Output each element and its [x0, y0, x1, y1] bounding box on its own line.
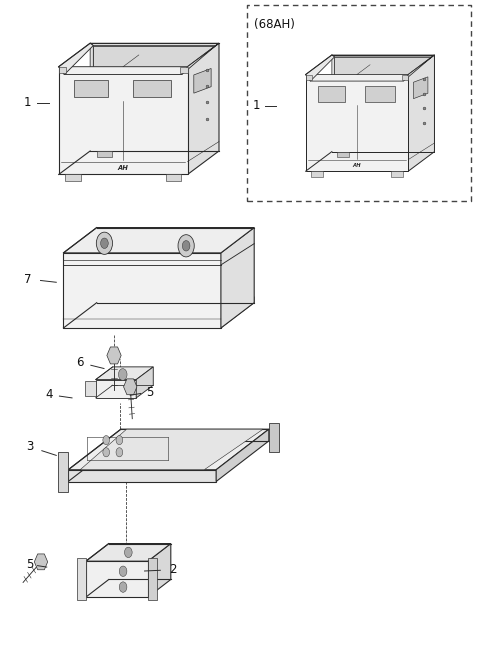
Polygon shape [269, 423, 279, 452]
Text: 5: 5 [145, 386, 153, 398]
Polygon shape [311, 171, 323, 177]
Text: 2: 2 [169, 564, 177, 576]
Polygon shape [180, 67, 188, 73]
Polygon shape [332, 55, 335, 152]
Polygon shape [221, 297, 254, 328]
Text: 7: 7 [24, 272, 31, 285]
Polygon shape [85, 381, 96, 396]
Polygon shape [166, 174, 181, 181]
Polygon shape [413, 77, 428, 98]
Polygon shape [306, 75, 408, 81]
Polygon shape [59, 43, 93, 75]
Polygon shape [96, 380, 136, 398]
Polygon shape [90, 43, 219, 45]
Polygon shape [68, 470, 216, 482]
Polygon shape [337, 152, 349, 157]
Polygon shape [86, 544, 171, 561]
Polygon shape [194, 68, 211, 93]
Text: 1: 1 [253, 100, 261, 112]
Polygon shape [63, 228, 254, 253]
Polygon shape [90, 43, 93, 151]
Circle shape [178, 235, 194, 257]
Polygon shape [80, 429, 263, 470]
Polygon shape [306, 75, 312, 80]
Polygon shape [93, 45, 216, 149]
Polygon shape [63, 253, 221, 328]
Polygon shape [68, 429, 269, 470]
Polygon shape [96, 151, 112, 157]
Polygon shape [335, 57, 432, 150]
Text: 3: 3 [26, 440, 34, 453]
Polygon shape [306, 75, 408, 171]
Polygon shape [404, 55, 434, 81]
Text: AH: AH [118, 165, 129, 171]
Polygon shape [65, 174, 81, 181]
Polygon shape [188, 43, 219, 174]
Text: 6: 6 [76, 356, 84, 369]
Polygon shape [59, 67, 66, 73]
Polygon shape [332, 55, 434, 57]
Circle shape [96, 232, 112, 255]
Polygon shape [58, 452, 68, 492]
Polygon shape [96, 367, 153, 380]
Polygon shape [133, 79, 171, 97]
Polygon shape [59, 67, 188, 174]
Circle shape [119, 566, 127, 577]
Circle shape [103, 447, 109, 457]
Circle shape [119, 582, 127, 592]
Polygon shape [402, 75, 408, 80]
Polygon shape [182, 43, 219, 75]
Polygon shape [86, 561, 148, 597]
Text: (68AH): (68AH) [254, 18, 295, 31]
Polygon shape [107, 347, 121, 364]
Text: 4: 4 [46, 388, 53, 401]
Text: 5: 5 [26, 558, 34, 571]
Circle shape [116, 436, 123, 445]
Text: AH: AH [353, 163, 361, 168]
Polygon shape [221, 228, 254, 328]
Polygon shape [148, 544, 171, 597]
Polygon shape [34, 554, 48, 570]
Circle shape [101, 238, 108, 249]
Polygon shape [59, 67, 188, 75]
Polygon shape [123, 379, 137, 395]
Circle shape [182, 241, 190, 251]
Circle shape [119, 369, 127, 380]
Text: 1: 1 [24, 96, 31, 109]
Circle shape [124, 547, 132, 558]
Polygon shape [408, 55, 434, 171]
Polygon shape [136, 367, 153, 398]
Polygon shape [318, 86, 345, 102]
Polygon shape [148, 558, 157, 600]
Polygon shape [306, 55, 335, 81]
Polygon shape [63, 322, 221, 328]
Polygon shape [365, 86, 395, 102]
Circle shape [103, 436, 109, 445]
Polygon shape [391, 171, 403, 177]
Polygon shape [76, 558, 86, 600]
Polygon shape [74, 79, 108, 97]
Circle shape [116, 447, 123, 457]
Polygon shape [216, 429, 269, 482]
